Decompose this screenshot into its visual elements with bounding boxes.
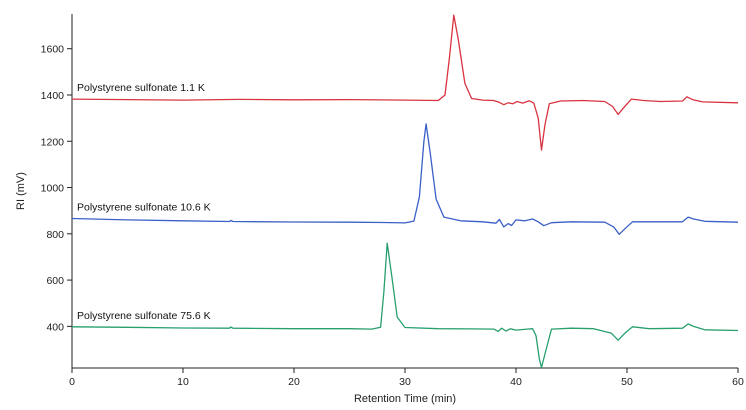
- x-tick-label: 50: [621, 376, 633, 388]
- x-tick-label: 40: [510, 376, 522, 388]
- y-tick-label: 1000: [41, 183, 65, 195]
- y-tick-label: 1600: [41, 44, 65, 56]
- series-label: Polystyrene sulfonate 10.6 K: [77, 202, 211, 214]
- x-tick-label: 60: [732, 376, 744, 388]
- x-tick-label: 10: [177, 376, 189, 388]
- x-tick-label: 20: [288, 376, 300, 388]
- series-label: Polystyrene sulfonate 1.1 K: [77, 82, 205, 94]
- series-labels: Polystyrene sulfonate 1.1 K Polystyrene s…: [77, 82, 211, 322]
- x-tick-label: 30: [399, 376, 411, 388]
- y-tick-label: 400: [46, 321, 64, 333]
- y-axis-title: RI (mV): [15, 172, 27, 210]
- series-line: [71, 14, 739, 151]
- series-line: [71, 123, 739, 235]
- x-tick-label: 0: [69, 376, 75, 388]
- x-axis-title: Retention Time (min): [354, 393, 456, 405]
- y-tick-label: 1200: [41, 136, 65, 148]
- y-tick-label: 1400: [41, 90, 65, 102]
- y-ticks: 400 600 800 1000 1200 1400 1600: [41, 44, 72, 333]
- x-ticks: 0 10 20 30 40 50 60: [69, 368, 744, 388]
- series-line: [71, 242, 739, 369]
- series-layer: [71, 14, 739, 369]
- series-label: Polystyrene sulfonate 75.6 K: [77, 310, 211, 322]
- y-tick-label: 800: [46, 229, 64, 241]
- y-tick-label: 600: [46, 275, 64, 287]
